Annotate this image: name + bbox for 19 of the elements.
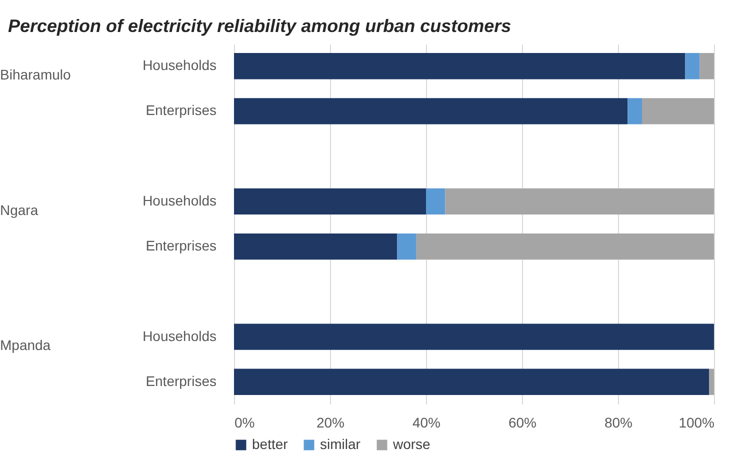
text: Mpanda [0,337,51,354]
y-tick-label: Households [142,57,216,74]
x-tick-label: 40% [412,414,441,430]
legend-label: similar [320,436,361,452]
y-tick-label: Households [142,328,216,344]
text: Biharamulo [0,66,72,83]
y-tick-label: Enterprises [146,238,216,254]
text: Ngara [0,202,38,218]
x-tick-label: 20% [316,414,345,430]
y-tick-label: Enterprises [146,102,216,118]
x-tick-label: 100% [678,414,714,430]
legend-label: better [252,436,288,452]
x-tick-label: 60% [508,414,537,430]
x-tick-label: 80% [604,414,633,430]
y-tick-label: Households [142,192,216,208]
chart-title: Perception of electricity reliability among urban customers [8,16,512,36]
y-tick-label: Enterprises [146,372,216,389]
x-tick-label: 0% [234,414,255,430]
legend-label: worse [392,436,431,452]
